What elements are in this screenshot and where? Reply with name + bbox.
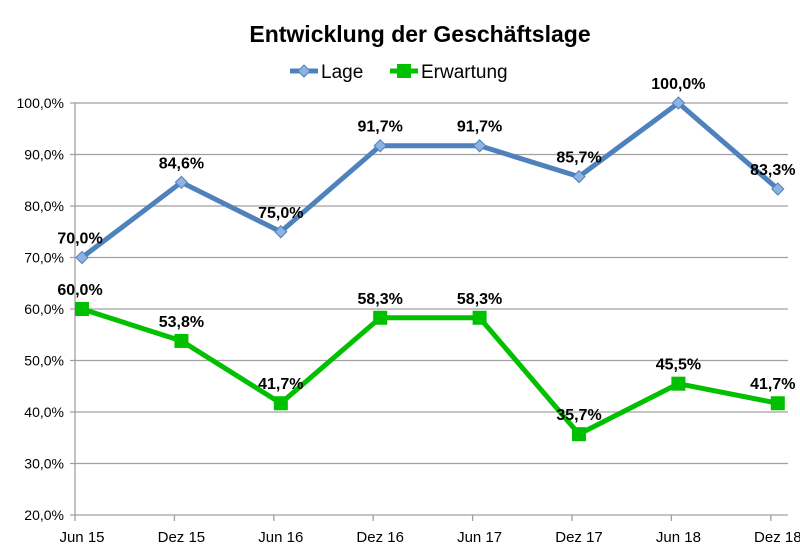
data-point: [75, 302, 89, 316]
data-point: [274, 225, 288, 239]
x-tick-label: Jun 18: [656, 529, 701, 546]
axes: 20,0% 30,0% 40,0% 50,0% 60,0% 70,0% 80,0% 90,0%…: [17, 95, 800, 546]
y-tick-label: 100,0%: [17, 95, 64, 111]
y-tick-label: 80,0%: [24, 198, 64, 214]
data-point: [572, 427, 586, 442]
data-label: 75,0%: [258, 205, 303, 222]
data-point: [373, 310, 388, 325]
y-tick-label: 40,0%: [24, 404, 64, 420]
data-point: [373, 139, 387, 153]
legend-marker: [397, 64, 411, 78]
series-line: [80, 100, 780, 260]
data-label: 58,3%: [457, 291, 502, 308]
data-label: 41,7%: [258, 376, 303, 393]
data-label: 58,3%: [358, 291, 403, 308]
data-point: [174, 333, 189, 348]
data-point: [770, 396, 785, 411]
y-tick-label: 50,0%: [24, 353, 64, 369]
y-tick-label: 20,0%: [24, 507, 64, 523]
x-tick-label: Jun 17: [457, 529, 502, 546]
data-label: 45,5%: [656, 357, 701, 374]
data-point: [671, 96, 686, 110]
series-erwartung: 60,0% 53,8% 41,7% 58,3% 58,3% 35,7% 45,5% 41,7%: [57, 282, 795, 442]
data-point: [771, 182, 785, 196]
series-line: [81, 306, 779, 437]
data-point: [174, 175, 189, 190]
data-point: [75, 250, 89, 265]
x-tick-label: Jun 16: [258, 529, 303, 546]
y-tick-label: 70,0%: [24, 250, 64, 266]
x-tick-label: Jun 15: [59, 529, 104, 546]
data-point: [472, 139, 487, 153]
data-point: [671, 376, 686, 391]
data-label: 35,7%: [556, 407, 601, 424]
legend-label: Lage: [321, 62, 363, 83]
x-tick-label: Dez 17: [555, 529, 603, 546]
data-point: [572, 169, 586, 184]
data-point: [273, 396, 288, 411]
data-label: 41,7%: [750, 376, 795, 393]
x-tick-label: Dez 18: [754, 529, 800, 546]
data-label: 83,3%: [750, 162, 795, 179]
gridlines: [70, 102, 788, 516]
data-label: 100,0%: [651, 76, 705, 93]
data-label: 84,6%: [159, 155, 204, 172]
series: 70,0% 84,6% 75,0% 91,7% 91,7% 85,7% 100,0% 83,3…: [57, 76, 795, 442]
data-point: [472, 310, 487, 325]
data-label: 85,7%: [556, 150, 601, 167]
x-tick-label: Dez 16: [356, 529, 404, 546]
y-tick-label: 30,0%: [24, 456, 64, 472]
chart-title: Entwicklung der Geschäftslage: [249, 21, 590, 47]
data-label: 53,8%: [159, 314, 204, 331]
data-label: 70,0%: [57, 231, 102, 248]
data-label: 91,7%: [358, 119, 403, 136]
legend-label: Erwartung: [421, 62, 508, 83]
series-lage: 70,0% 84,6% 75,0% 91,7% 91,7% 85,7% 100,0% 83,3…: [57, 76, 795, 265]
data-label: 91,7%: [457, 119, 502, 136]
legend-marker: [297, 64, 311, 78]
data-label: 60,0%: [57, 282, 102, 299]
x-tick-label: Dez 15: [158, 529, 206, 546]
y-tick-label: 60,0%: [24, 301, 64, 317]
legend: Lage Erwartung: [290, 62, 508, 83]
y-tick-label: 90,0%: [24, 147, 64, 163]
